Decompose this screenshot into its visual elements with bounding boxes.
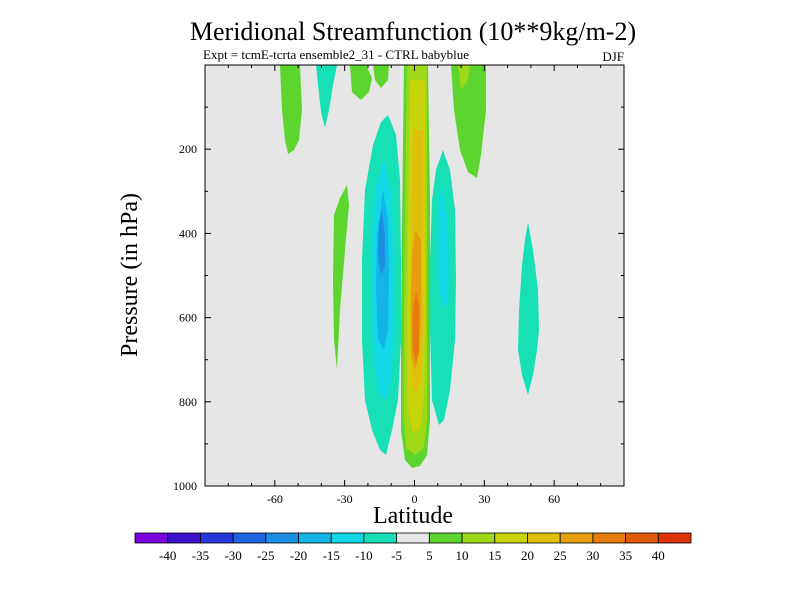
colorbar-label: 15	[488, 548, 501, 563]
contour-fill-pos30-core	[413, 290, 419, 362]
colorbar-label: 35	[619, 548, 632, 563]
x-tick-label: -60	[267, 492, 283, 506]
colorbar-label: -40	[159, 548, 176, 563]
x-tick-label: 30	[478, 492, 490, 506]
season-label: DJF	[602, 49, 624, 64]
y-tick-label: 800	[179, 395, 197, 409]
contour-fill-pos5-e	[333, 185, 349, 370]
colorbar-label: -30	[224, 548, 241, 563]
colorbar-swatch	[265, 532, 299, 544]
x-tick-label: 60	[548, 492, 560, 506]
colorbar-label: -20	[290, 548, 307, 563]
colorbar-swatch	[657, 532, 692, 544]
contour-fill-pos5-a	[280, 65, 302, 154]
colorbar-label: 25	[554, 548, 567, 563]
colorbar-label: 5	[426, 548, 433, 563]
colorbar-label: 40	[652, 548, 665, 563]
colorbar-swatch	[330, 532, 365, 544]
colorbar-swatch	[428, 532, 463, 544]
contour-fill-neg20-b	[378, 210, 385, 275]
chart-title: Meridional Streamfunction (10**9kg/m-2)	[190, 17, 636, 46]
contour-field	[280, 65, 539, 468]
colorbar-swatch	[461, 532, 496, 544]
colorbar-label: -15	[323, 548, 340, 563]
colorbar-label: -5	[391, 548, 402, 563]
contour-fill-neg10-c	[437, 185, 449, 310]
colorbar-label: 20	[521, 548, 534, 563]
contour-fill-pos5-b	[350, 65, 372, 100]
y-tick-label: 400	[179, 226, 197, 240]
colorbar-swatch	[363, 532, 398, 544]
colorbar-swatch	[527, 532, 561, 544]
colorbar-swatch	[494, 532, 528, 544]
colorbar-swatch	[232, 532, 267, 544]
y-tick-label: 1000	[173, 479, 197, 493]
colorbar-swatch	[396, 532, 430, 544]
colorbar-swatch	[134, 532, 169, 544]
y-tick-label: 600	[179, 311, 197, 325]
x-axis-label: Latitude	[373, 503, 453, 529]
colorbar-swatch	[167, 532, 201, 544]
x-tick-label: -30	[337, 492, 353, 506]
colorbar-swatch	[200, 532, 234, 544]
y-axis-label: Pressure (in hPa)	[117, 193, 143, 357]
y-axis: 200 400 600 800 1000	[173, 64, 624, 493]
colorbar: -40 -35 -30 -25 -20 -15 -10 -5 5 10 15 20 25 30 35 40	[134, 532, 692, 563]
contour-fill-pos10-c	[458, 65, 470, 90]
colorbar-swatch	[298, 532, 332, 544]
colorbar-swatch	[625, 532, 659, 544]
contour-fill-pos5-c	[451, 65, 486, 178]
x-axis: -60 -30 0 30 60	[204, 65, 625, 506]
contour-fill-pos5-d	[373, 65, 389, 88]
colorbar-swatch	[592, 532, 626, 544]
y-tick-label: 200	[179, 142, 197, 156]
contour-fill-neg5-d	[518, 222, 539, 395]
colorbar-label: 10	[456, 548, 469, 563]
x-tick-label: 0	[412, 492, 418, 506]
colorbar-label: -35	[192, 548, 209, 563]
colorbar-swatch	[559, 532, 594, 544]
colorbar-label: 30	[586, 548, 599, 563]
contour-fill-neg5-a	[316, 65, 337, 128]
chart-subtitle: Expt = tcmE-tcrta ensemble2_31 - CTRL ba…	[203, 47, 469, 62]
colorbar-label: -10	[355, 548, 372, 563]
colorbar-label: -25	[257, 548, 274, 563]
